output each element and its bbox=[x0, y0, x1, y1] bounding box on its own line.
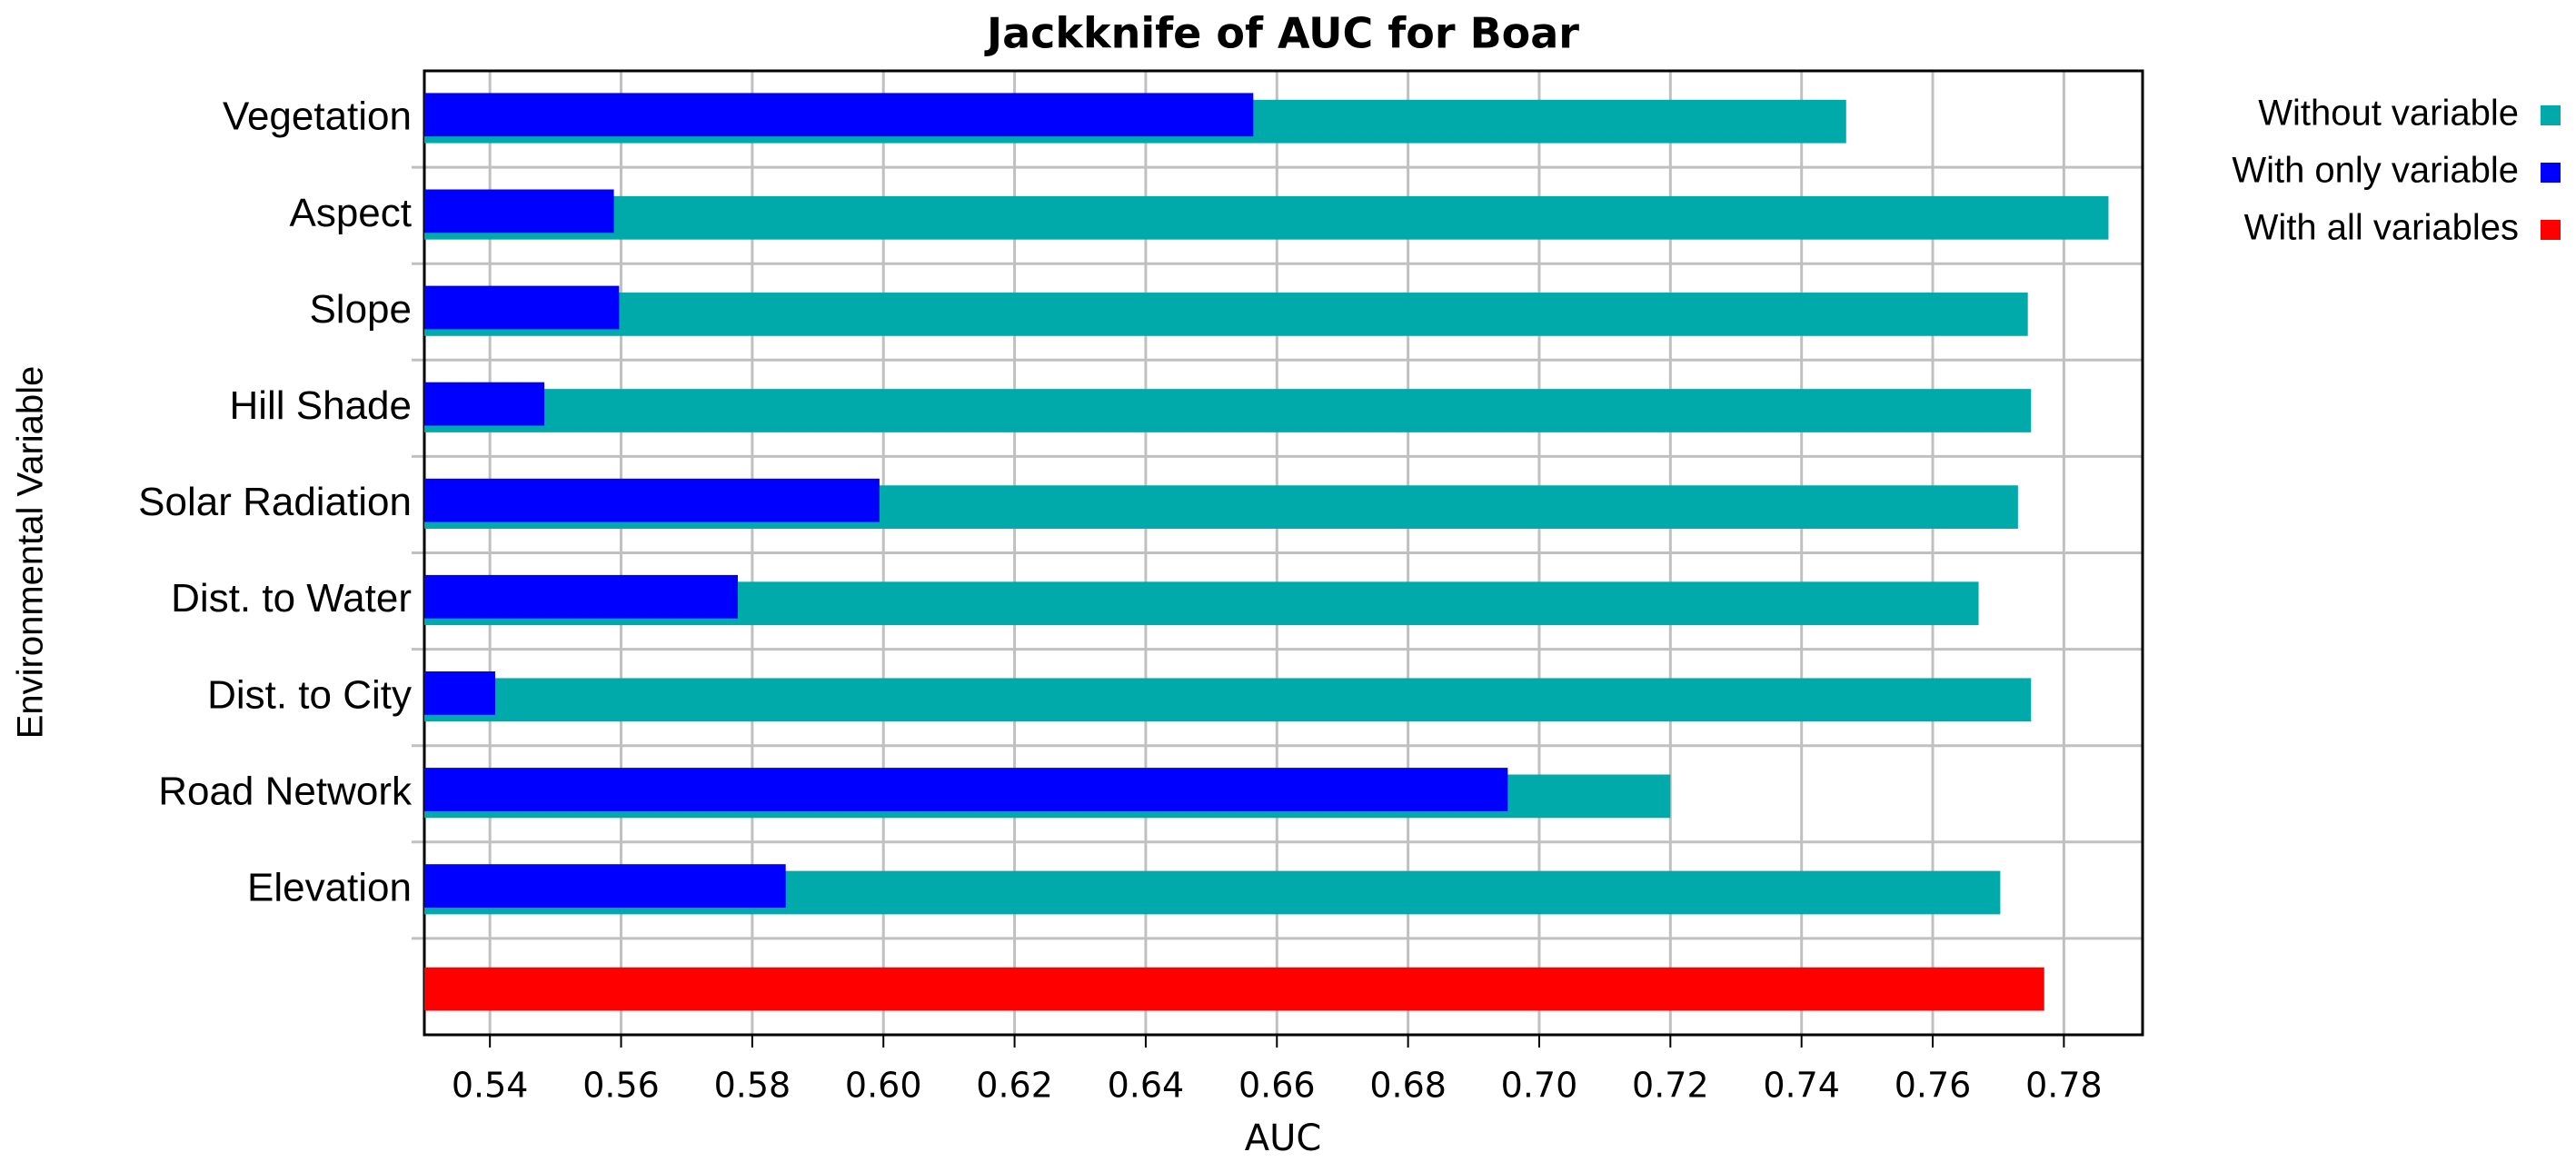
bar bbox=[424, 864, 786, 908]
x-tick-label: 0.74 bbox=[1763, 1066, 1840, 1106]
bar bbox=[424, 768, 1508, 811]
y-tick-label: Elevation bbox=[247, 865, 412, 909]
x-tick-label: 0.56 bbox=[582, 1066, 660, 1106]
legend-swatch bbox=[2541, 105, 2561, 125]
x-tick-label: 0.54 bbox=[452, 1066, 529, 1106]
x-tick-label: 0.60 bbox=[845, 1066, 922, 1106]
legend-label: With only variable bbox=[2232, 151, 2519, 191]
x-tick-label: 0.66 bbox=[1238, 1066, 1316, 1106]
bar bbox=[424, 285, 620, 330]
x-tick-label: 0.70 bbox=[1501, 1066, 1578, 1106]
plot-frame bbox=[423, 69, 2144, 1037]
legend-swatch bbox=[2541, 163, 2561, 183]
chart-title: Jackknife of AUC for Boar bbox=[984, 9, 1579, 58]
bar bbox=[424, 189, 614, 233]
legend-label: With all variables bbox=[2244, 208, 2519, 248]
bar bbox=[424, 967, 2044, 1011]
bar bbox=[424, 478, 880, 522]
bar bbox=[424, 671, 495, 715]
y-tick-label: Aspect bbox=[289, 191, 412, 235]
x-axis-label: AUC bbox=[1245, 1117, 1322, 1159]
x-tick-label: 0.68 bbox=[1369, 1066, 1447, 1106]
bar bbox=[424, 389, 2032, 432]
y-tick-label: Dist. to Water bbox=[171, 576, 412, 621]
x-tick-label: 0.76 bbox=[1895, 1066, 1972, 1106]
y-tick-label: Hill Shade bbox=[229, 383, 412, 428]
legend-label: Without variable bbox=[2258, 94, 2519, 134]
legend-swatch bbox=[2541, 220, 2561, 240]
x-tick-label: 0.72 bbox=[1632, 1066, 1709, 1106]
x-tick-label: 0.58 bbox=[714, 1066, 791, 1106]
y-tick-label: Slope bbox=[309, 287, 412, 332]
x-tick-label: 0.64 bbox=[1108, 1066, 1185, 1106]
y-tick-label: Solar Radiation bbox=[138, 480, 412, 524]
y-axis-label: Environmental Variable bbox=[11, 366, 51, 740]
y-tick-label: Road Network bbox=[158, 769, 413, 813]
y-tick-label: Dist. to City bbox=[207, 672, 412, 717]
bar bbox=[424, 382, 545, 426]
x-tick-label: 0.78 bbox=[2025, 1066, 2103, 1106]
bar bbox=[424, 574, 738, 619]
bar bbox=[424, 678, 2032, 722]
x-tick-label: 0.62 bbox=[976, 1066, 1053, 1106]
bar bbox=[424, 195, 2109, 240]
bar bbox=[424, 293, 2028, 336]
y-tick-label: Vegetation bbox=[223, 94, 412, 139]
bar bbox=[424, 93, 1254, 137]
